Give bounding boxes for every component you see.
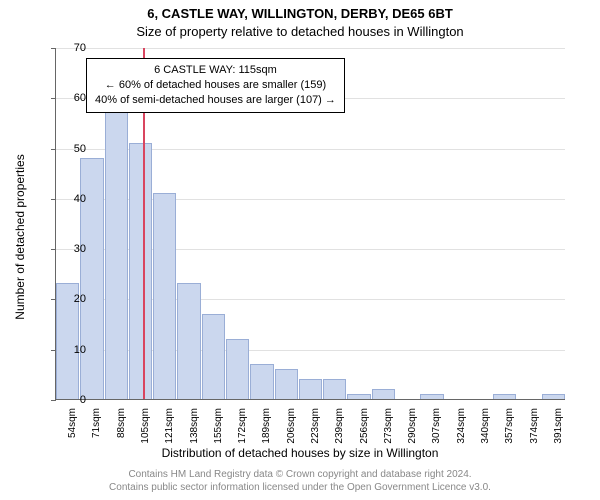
bar (372, 389, 395, 399)
bar (250, 364, 273, 399)
gridline (56, 48, 565, 49)
bar (299, 379, 322, 399)
ytick-label: 70 (56, 42, 86, 54)
plot-area: 6 CASTLE WAY: 115sqm ← 60% of detached h… (55, 48, 565, 400)
ytick-label: 30 (56, 243, 86, 255)
title-address: 6, CASTLE WAY, WILLINGTON, DERBY, DE65 6… (0, 6, 600, 21)
footer-line2: Contains public sector information licen… (0, 481, 600, 494)
bar (177, 283, 200, 399)
ytick-label: 10 (56, 344, 86, 356)
bar (202, 314, 225, 399)
bar (226, 339, 249, 399)
y-axis-label: Number of detached properties (13, 77, 27, 397)
ytick-label: 0 (56, 394, 86, 406)
bar (420, 394, 443, 399)
ytick-label: 20 (56, 293, 86, 305)
bar (347, 394, 370, 399)
bar (105, 112, 128, 399)
bar (323, 379, 346, 399)
annotation-line3: 40% of semi-detached houses are larger (… (95, 93, 336, 108)
bar (153, 193, 176, 399)
ytick-label: 50 (56, 143, 86, 155)
title-subtitle: Size of property relative to detached ho… (0, 24, 600, 39)
annotation-line2: ← 60% of detached houses are smaller (15… (95, 78, 336, 93)
annotation-line1: 6 CASTLE WAY: 115sqm (95, 63, 336, 78)
bar (493, 394, 516, 399)
bar (275, 369, 298, 399)
ytick-label: 60 (56, 92, 86, 104)
annotation-box: 6 CASTLE WAY: 115sqm ← 60% of detached h… (86, 58, 345, 113)
chart-container: 6, CASTLE WAY, WILLINGTON, DERBY, DE65 6… (0, 0, 600, 500)
x-axis-label: Distribution of detached houses by size … (0, 446, 600, 460)
footer-line1: Contains HM Land Registry data © Crown c… (0, 468, 600, 481)
ytick-label: 40 (56, 193, 86, 205)
bar (129, 143, 152, 399)
bar (542, 394, 565, 399)
footer-text: Contains HM Land Registry data © Crown c… (0, 468, 600, 494)
